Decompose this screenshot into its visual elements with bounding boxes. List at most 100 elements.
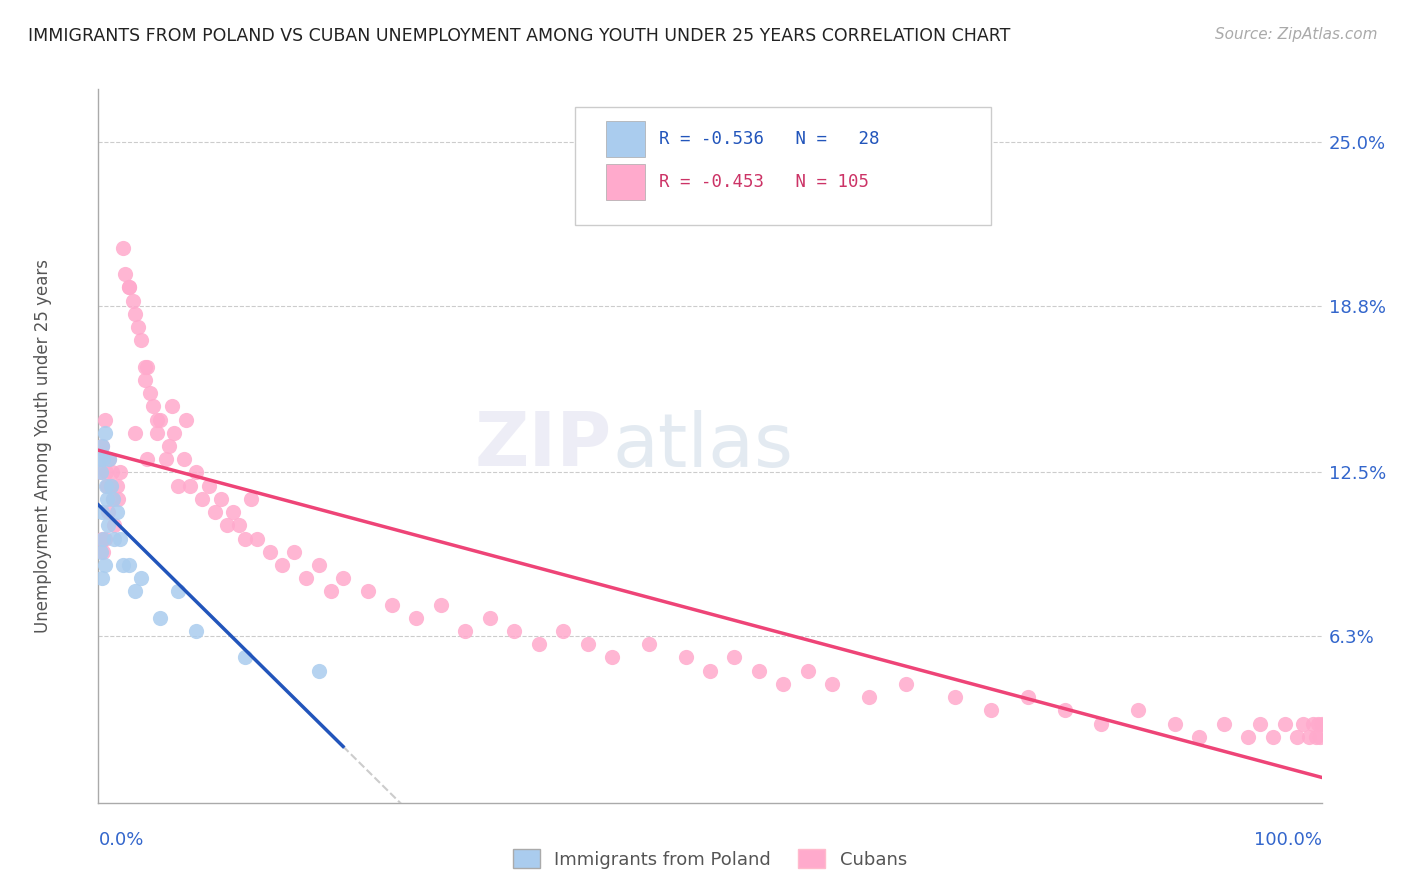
Point [91, 505, 114, 519]
Point [1298, 730, 1320, 744]
Point [111, 558, 134, 572]
Point [173, 452, 195, 467]
Point [167, 584, 190, 599]
Point [332, 571, 354, 585]
Point [94, 466, 117, 480]
Point [1053, 703, 1076, 717]
Legend: Immigrants from Poland, Cubans: Immigrants from Poland, Cubans [506, 842, 914, 876]
Text: Unemployment Among Youth under 25 years: Unemployment Among Youth under 25 years [34, 259, 52, 633]
Point [93, 558, 115, 572]
Point [167, 478, 190, 492]
Point [675, 650, 697, 665]
Point [114, 267, 136, 281]
Point [93, 425, 115, 440]
Point [430, 598, 453, 612]
Point [1017, 690, 1039, 704]
Point [1309, 730, 1331, 744]
Point [98, 452, 121, 467]
Point [527, 637, 550, 651]
Point [93, 532, 115, 546]
Point [146, 412, 169, 426]
Text: atlas: atlas [612, 409, 793, 483]
Point [91, 532, 114, 546]
Point [89, 452, 111, 467]
Point [91, 545, 114, 559]
Point [105, 505, 128, 519]
Point [91, 439, 114, 453]
Text: ZIP: ZIP [475, 409, 612, 483]
Point [233, 650, 256, 665]
Point [118, 280, 141, 294]
Point [110, 466, 132, 480]
Point [179, 478, 201, 492]
Point [283, 545, 305, 559]
Text: 100.0%: 100.0% [1254, 831, 1322, 849]
Point [91, 452, 114, 467]
Text: 0.0%: 0.0% [98, 831, 143, 849]
Point [107, 491, 129, 506]
Point [186, 624, 208, 638]
Point [136, 359, 159, 374]
Point [1249, 716, 1271, 731]
Point [155, 452, 177, 467]
Point [124, 307, 146, 321]
Point [228, 518, 250, 533]
Point [105, 478, 128, 492]
Point [124, 425, 146, 440]
Point [319, 584, 342, 599]
Point [100, 478, 122, 492]
Text: R = -0.536   N =   28: R = -0.536 N = 28 [658, 130, 879, 148]
Point [91, 439, 114, 453]
Point [454, 624, 477, 638]
Point [240, 491, 263, 506]
Point [90, 545, 112, 559]
Text: IMMIGRANTS FROM POLAND VS CUBAN UNEMPLOYMENT AMONG YOUTH UNDER 25 YEARS CORRELAT: IMMIGRANTS FROM POLAND VS CUBAN UNEMPLOY… [28, 27, 1011, 45]
Point [1090, 716, 1112, 731]
Point [118, 280, 141, 294]
Point [943, 690, 966, 704]
Point [270, 558, 294, 572]
Point [1212, 716, 1234, 731]
Point [101, 491, 124, 506]
Point [176, 412, 198, 426]
Point [215, 518, 238, 533]
Point [894, 677, 917, 691]
Point [134, 359, 156, 374]
Point [209, 491, 232, 506]
Point [748, 664, 770, 678]
Point [405, 611, 427, 625]
Text: R = -0.453   N = 105: R = -0.453 N = 105 [658, 173, 869, 191]
Point [118, 558, 141, 572]
Point [1292, 716, 1315, 731]
Point [1302, 716, 1324, 731]
Point [381, 598, 404, 612]
Point [139, 386, 162, 401]
Point [553, 624, 575, 638]
Point [503, 624, 526, 638]
Point [233, 532, 256, 546]
Point [699, 664, 721, 678]
Point [163, 425, 186, 440]
Point [1237, 730, 1260, 744]
Point [638, 637, 661, 651]
Point [94, 478, 117, 492]
Point [111, 241, 134, 255]
Point [222, 505, 245, 519]
Point [797, 664, 820, 678]
Point [101, 491, 124, 506]
Point [772, 677, 794, 691]
Point [91, 452, 114, 467]
Point [121, 293, 143, 308]
Point [98, 452, 121, 467]
Point [110, 532, 132, 546]
Point [191, 491, 214, 506]
Point [89, 452, 111, 467]
Point [1261, 730, 1284, 744]
Point [100, 478, 122, 492]
Point [134, 373, 156, 387]
FancyBboxPatch shape [575, 107, 991, 225]
Point [101, 466, 124, 480]
Point [186, 466, 208, 480]
Point [308, 664, 330, 678]
Point [96, 478, 118, 492]
